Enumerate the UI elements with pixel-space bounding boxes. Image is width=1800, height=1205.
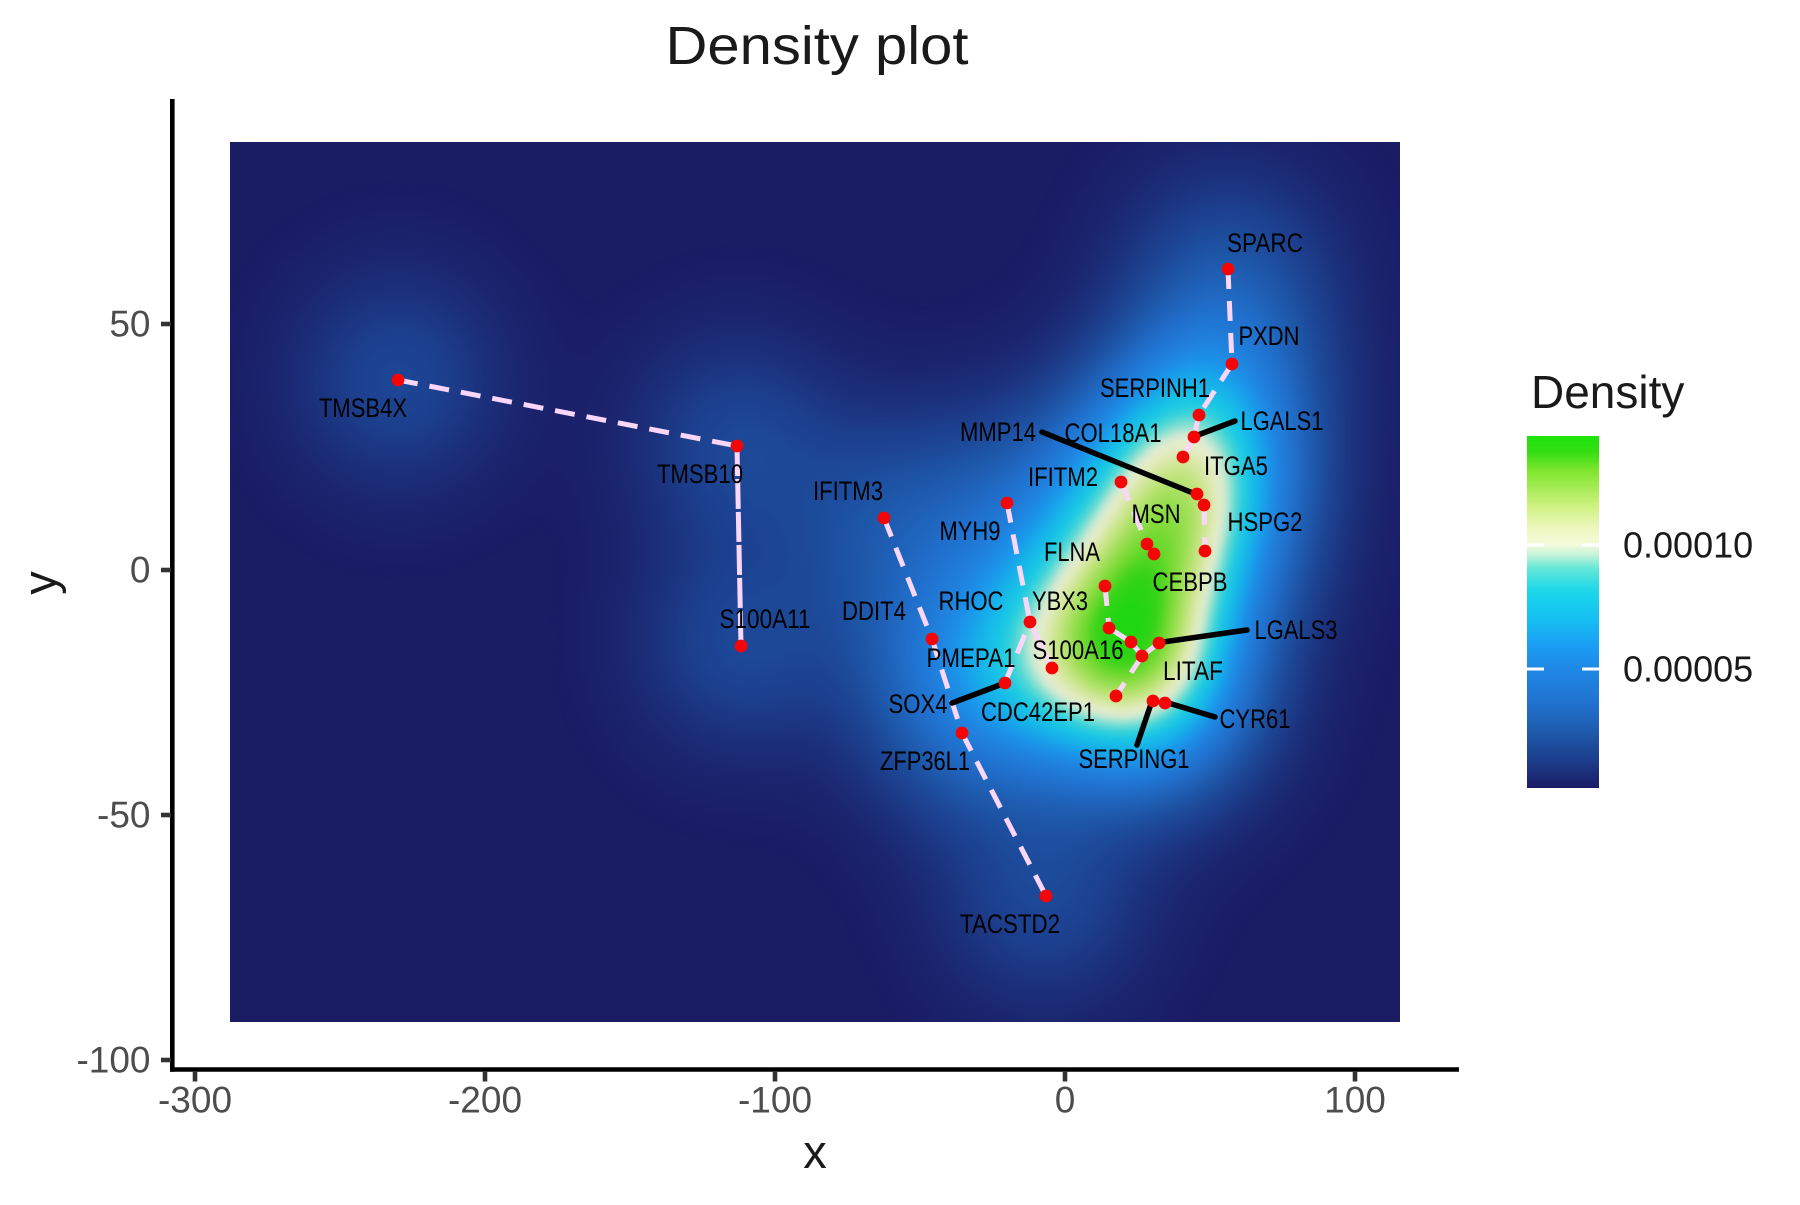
svg-text:ITGA5: ITGA5	[1204, 451, 1268, 481]
svg-text:MYH9: MYH9	[940, 516, 1001, 546]
svg-text:LGALS3: LGALS3	[1255, 615, 1338, 645]
svg-text:-300: -300	[158, 1080, 232, 1121]
svg-text:YBX3: YBX3	[1032, 586, 1088, 616]
svg-text:SOX4: SOX4	[889, 689, 948, 719]
svg-text:PMEPA1: PMEPA1	[927, 643, 1016, 673]
svg-text:S100A11: S100A11	[720, 604, 811, 634]
svg-text:0: 0	[130, 550, 151, 591]
svg-text:HSPG2: HSPG2	[1228, 507, 1303, 537]
svg-text:Density: Density	[1531, 366, 1684, 418]
svg-text:COL18A1: COL18A1	[1065, 418, 1162, 448]
svg-text:CEBPB: CEBPB	[1153, 567, 1228, 597]
svg-text:TACSTD2: TACSTD2	[960, 909, 1060, 939]
svg-text:TMSB4X: TMSB4X	[319, 393, 407, 423]
svg-text:IFITM2: IFITM2	[1028, 462, 1098, 492]
svg-text:IFITM3: IFITM3	[813, 476, 883, 506]
svg-text:LITAF: LITAF	[1163, 656, 1223, 686]
svg-text:MMP14: MMP14	[960, 417, 1036, 447]
svg-text:-50: -50	[97, 795, 150, 836]
svg-text:RHOC: RHOC	[939, 586, 1004, 616]
svg-text:0.00005: 0.00005	[1623, 649, 1753, 690]
svg-text:CDC42EP1: CDC42EP1	[981, 697, 1095, 727]
svg-text:Density plot: Density plot	[666, 16, 969, 76]
svg-text:S100A16: S100A16	[1033, 635, 1124, 665]
svg-text:FLNA: FLNA	[1044, 537, 1100, 567]
svg-text:0: 0	[1055, 1080, 1076, 1121]
svg-text:SERPING1: SERPING1	[1079, 744, 1190, 774]
svg-text:DDIT4: DDIT4	[842, 596, 906, 626]
svg-text:100: 100	[1324, 1080, 1386, 1121]
svg-text:PXDN: PXDN	[1239, 321, 1300, 351]
svg-text:x: x	[803, 1125, 827, 1178]
svg-text:SERPINH1: SERPINH1	[1100, 373, 1210, 403]
svg-text:-100: -100	[76, 1040, 150, 1081]
svg-text:SPARC: SPARC	[1227, 228, 1303, 258]
svg-text:CYR61: CYR61	[1220, 704, 1291, 734]
svg-text:50: 50	[109, 304, 150, 345]
svg-text:LGALS1: LGALS1	[1241, 406, 1324, 436]
svg-text:TMSB10: TMSB10	[657, 459, 743, 489]
svg-text:MSN: MSN	[1132, 499, 1181, 529]
svg-text:y: y	[13, 571, 66, 595]
svg-text:0.00010: 0.00010	[1623, 525, 1753, 566]
svg-text:-100: -100	[738, 1080, 812, 1121]
svg-text:ZFP36L1: ZFP36L1	[880, 746, 970, 776]
svg-text:-200: -200	[448, 1080, 522, 1121]
